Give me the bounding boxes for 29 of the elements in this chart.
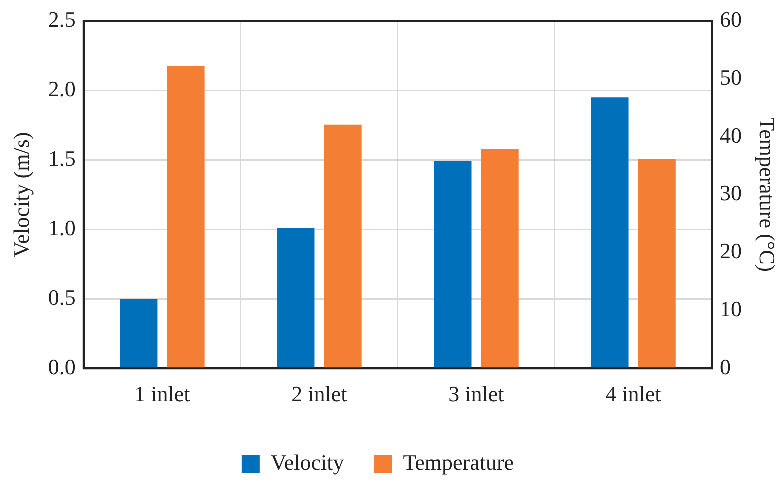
legend-label: Velocity [270, 450, 344, 475]
y2-tick-label: 40 [720, 122, 742, 148]
bar [277, 228, 315, 368]
bar [324, 124, 362, 369]
bar [638, 159, 676, 369]
legend-label: Temperature [403, 450, 514, 475]
x-tick-label: 2 inlet [292, 382, 348, 407]
y-tick-label: 1.0 [48, 215, 76, 240]
y-axis-title: Velocity (m/s) [8, 132, 34, 258]
bar [120, 299, 158, 368]
y2-axis-title: Temperature (°C) [755, 118, 780, 272]
y2-tick-label: 0 [720, 354, 731, 380]
bar [591, 98, 629, 368]
y2-tick-label: 50 [720, 64, 742, 90]
y-tick-label: 2.5 [48, 6, 76, 32]
bar [481, 149, 519, 369]
y-tick-label: 2.0 [48, 76, 76, 102]
x-tick-label: 4 inlet [606, 382, 662, 407]
y2-tick-label: 10 [720, 296, 742, 322]
x-tick-label: 3 inlet [448, 382, 504, 407]
bar [434, 162, 472, 368]
bar [167, 66, 205, 369]
y2-tick-label: 60 [720, 6, 742, 32]
y-tick-label: 0.0 [48, 354, 76, 380]
x-tick-label: 1 inlet [134, 382, 190, 407]
y2-tick-label: 20 [720, 238, 742, 264]
y-tick-label: 0.5 [48, 284, 76, 310]
y2-tick-label: 30 [720, 180, 742, 206]
y-tick-label: 1.5 [48, 146, 76, 171]
